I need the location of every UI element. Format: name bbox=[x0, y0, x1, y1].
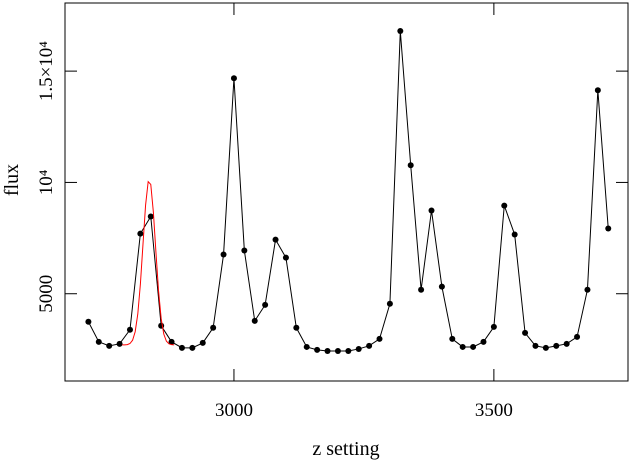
data-point bbox=[511, 231, 518, 238]
plot-frame bbox=[64, 2, 629, 382]
data-point bbox=[501, 202, 508, 209]
y-tick-label: 1.5×10⁴ bbox=[36, 41, 57, 101]
data-point bbox=[303, 343, 310, 350]
data-point bbox=[147, 213, 154, 220]
data-point bbox=[95, 338, 102, 345]
data-point bbox=[522, 329, 529, 336]
data-point bbox=[334, 347, 341, 354]
data-point bbox=[189, 344, 196, 351]
data-point bbox=[158, 322, 165, 329]
data-point bbox=[542, 344, 549, 351]
data-point bbox=[428, 207, 435, 214]
y-axis-label: flux bbox=[1, 164, 23, 196]
y-tick-label: 5000 bbox=[36, 275, 57, 313]
data-point bbox=[532, 342, 539, 349]
data-point bbox=[85, 318, 92, 325]
data-point bbox=[178, 344, 185, 351]
data-point bbox=[116, 340, 123, 347]
data-point bbox=[438, 283, 445, 290]
data-point bbox=[345, 347, 352, 354]
data-point bbox=[605, 225, 612, 232]
data-point bbox=[490, 323, 497, 330]
data-point bbox=[470, 343, 477, 350]
data-point bbox=[366, 342, 373, 349]
data-point bbox=[574, 333, 581, 340]
data-point bbox=[355, 345, 362, 352]
data-point bbox=[241, 247, 248, 254]
data-point bbox=[563, 340, 570, 347]
data-point bbox=[324, 347, 331, 354]
data-point bbox=[386, 300, 393, 307]
data-point bbox=[220, 251, 227, 258]
data-point bbox=[210, 324, 217, 331]
data-point bbox=[137, 230, 144, 237]
x-tick-label: 3000 bbox=[215, 400, 253, 421]
data-point bbox=[199, 339, 206, 346]
x-axis-label: z setting bbox=[312, 438, 379, 460]
data-point bbox=[314, 346, 321, 353]
data-point bbox=[553, 342, 560, 349]
data-point bbox=[418, 286, 425, 293]
data-point bbox=[459, 343, 466, 350]
data-point bbox=[480, 338, 487, 345]
data-point bbox=[262, 301, 269, 308]
x-tick-label: 3500 bbox=[475, 400, 513, 421]
data-point bbox=[397, 28, 404, 35]
data-point bbox=[293, 324, 300, 331]
data-line bbox=[87, 31, 609, 352]
data-point bbox=[449, 335, 456, 342]
data-point bbox=[407, 162, 414, 169]
data-point bbox=[272, 236, 279, 243]
data-point bbox=[282, 254, 289, 261]
data-point bbox=[126, 326, 133, 333]
data-point bbox=[594, 87, 601, 94]
data-point bbox=[584, 286, 591, 293]
y-tick-label: 10⁴ bbox=[36, 169, 57, 195]
data-point bbox=[106, 342, 113, 349]
fit-curve bbox=[122, 180, 175, 346]
data-point bbox=[230, 75, 237, 82]
data-point bbox=[168, 338, 175, 345]
data-point bbox=[251, 317, 258, 324]
data-point bbox=[376, 335, 383, 342]
